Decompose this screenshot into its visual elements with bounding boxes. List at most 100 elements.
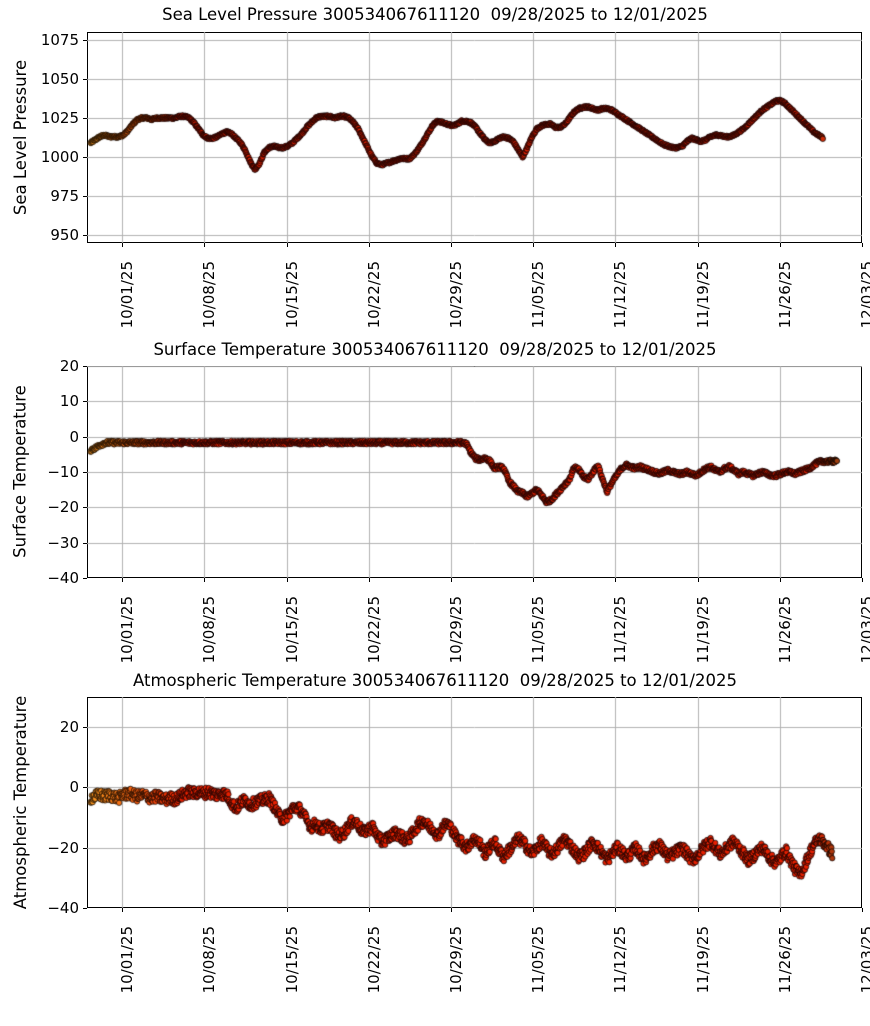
- x-tick-label: 11/05/25: [529, 261, 548, 329]
- x-tick-label: 11/12/25: [611, 596, 630, 664]
- x-tickmark: [615, 908, 617, 912]
- x-tick-label: 10/01/25: [118, 926, 137, 994]
- y-tickmark: [83, 787, 87, 789]
- x-tick-label: 10/08/25: [200, 926, 219, 994]
- x-tickmark: [204, 908, 206, 912]
- y-tick-label: −40: [47, 899, 79, 917]
- y-tickmark: [83, 40, 87, 42]
- y-tick-label: −40: [47, 569, 79, 587]
- x-tickmark: [122, 908, 124, 912]
- x-tick-label: 11/26/25: [775, 261, 794, 329]
- y-tickmark: [83, 472, 87, 474]
- x-tickmark: [862, 243, 864, 247]
- panel-atmospheric-temperature: Atmospheric Temperature 300534067611120 …: [10, 671, 870, 993]
- y-tick-label: 0: [69, 778, 79, 797]
- x-tick-label: 10/22/25: [364, 596, 383, 664]
- y-tickmark: [83, 507, 87, 509]
- y-tick-label: 0: [69, 427, 79, 446]
- y-tick-label: −10: [47, 463, 79, 481]
- y-tick-label: 975: [50, 187, 79, 206]
- x-tick-label: 11/26/25: [775, 596, 794, 664]
- x-tick-label: 10/29/25: [447, 596, 465, 664]
- panel-title-atmospheric-temperature: Atmospheric Temperature 300534067611120 …: [133, 671, 737, 690]
- x-tick-label: 11/19/25: [693, 261, 712, 329]
- x-tick-label: 11/19/25: [693, 926, 712, 994]
- x-tickmark: [615, 243, 617, 247]
- x-tickmark: [698, 578, 700, 582]
- x-tick-label: 11/19/25: [693, 596, 712, 664]
- x-tick-label: 11/05/25: [529, 596, 548, 664]
- y-tickmark: [83, 118, 87, 120]
- y-tick-label: 20: [59, 357, 79, 375]
- x-tickmark: [780, 243, 782, 247]
- y-axis-label-sea-level-pressure: Sea Level Pressure: [10, 59, 30, 215]
- x-tick-label: 10/15/25: [282, 926, 301, 994]
- x-tick-label: 10/22/25: [364, 926, 383, 994]
- x-tick-label: 12/03/25: [858, 926, 870, 994]
- x-tickmark: [287, 243, 289, 247]
- y-axis-label-atmospheric-temperature: Atmospheric Temperature: [10, 695, 30, 909]
- x-tickmark: [862, 908, 864, 912]
- x-tickmark: [122, 578, 124, 582]
- x-tick-label: 10/29/25: [447, 926, 465, 994]
- axes-frame-surface-temperature: [87, 366, 862, 578]
- y-tickmark: [83, 235, 87, 237]
- panel-title-surface-temperature: Surface Temperature 300534067611120 09/2…: [153, 340, 717, 359]
- x-tickmark: [698, 243, 700, 247]
- y-tickmark: [83, 79, 87, 81]
- y-axis-label-surface-temperature: Surface Temperature: [10, 385, 30, 558]
- x-tick-label: 11/12/25: [611, 926, 630, 994]
- x-tickmark: [369, 578, 371, 582]
- x-tickmark: [862, 578, 864, 582]
- y-tick-label: 950: [50, 226, 79, 245]
- scatter-canvas-sea-level-pressure: [87, 32, 862, 243]
- x-tickmark: [533, 243, 535, 247]
- y-tick-label: 1075: [40, 30, 79, 49]
- y-tickmark: [83, 543, 87, 545]
- x-tick-label: 12/03/25: [858, 261, 870, 329]
- y-tickmark: [83, 366, 87, 368]
- y-tickmark: [83, 196, 87, 198]
- panel-sea-level-pressure: Sea Level Pressure 300534067611120 09/28…: [10, 5, 870, 329]
- x-tick-label: 10/15/25: [282, 596, 301, 664]
- x-tickmark: [451, 908, 453, 912]
- x-tickmark: [698, 908, 700, 912]
- x-tickmark: [122, 243, 124, 247]
- x-tickmark: [287, 578, 289, 582]
- x-tickmark: [780, 908, 782, 912]
- panel-title-sea-level-pressure: Sea Level Pressure 300534067611120 09/28…: [162, 5, 708, 24]
- y-tick-label: 1025: [40, 108, 79, 127]
- panel-surface-temperature: Surface Temperature 300534067611120 09/2…: [10, 340, 870, 664]
- x-tick-label: 10/01/25: [118, 596, 137, 664]
- x-tickmark: [369, 243, 371, 247]
- y-tick-label: −20: [47, 838, 79, 857]
- scatter-canvas-surface-temperature: [87, 366, 862, 578]
- y-tick-label: −30: [47, 533, 79, 552]
- x-tickmark: [533, 908, 535, 912]
- figure-root: Sea Level Pressure 300534067611120 09/28…: [10, 5, 870, 994]
- y-tickmark: [83, 578, 87, 580]
- y-tick-label: 20: [59, 718, 79, 737]
- x-tickmark: [204, 578, 206, 582]
- axes-frame-atmospheric-temperature: [87, 697, 862, 908]
- x-tick-label: 10/22/25: [364, 261, 383, 329]
- x-tickmark: [451, 578, 453, 582]
- y-tickmark: [83, 401, 87, 403]
- x-tick-label: 11/12/25: [611, 261, 630, 329]
- y-tickmark: [83, 908, 87, 910]
- x-tick-label: 10/29/25: [447, 261, 465, 329]
- x-tickmark: [369, 908, 371, 912]
- y-tick-label: 10: [59, 392, 79, 411]
- x-tickmark: [615, 578, 617, 582]
- x-tick-label: 10/08/25: [200, 261, 219, 329]
- x-tick-label: 11/26/25: [775, 926, 794, 994]
- x-tick-label: 10/08/25: [200, 596, 219, 664]
- x-tick-label: 10/01/25: [118, 261, 137, 329]
- y-tick-label: 1000: [40, 148, 79, 167]
- y-tickmark: [83, 157, 87, 159]
- x-tick-label: 12/03/25: [858, 596, 870, 664]
- y-tick-label: 1050: [40, 69, 79, 88]
- scatter-canvas-atmospheric-temperature: [87, 697, 862, 908]
- y-tickmark: [83, 848, 87, 850]
- x-tickmark: [780, 578, 782, 582]
